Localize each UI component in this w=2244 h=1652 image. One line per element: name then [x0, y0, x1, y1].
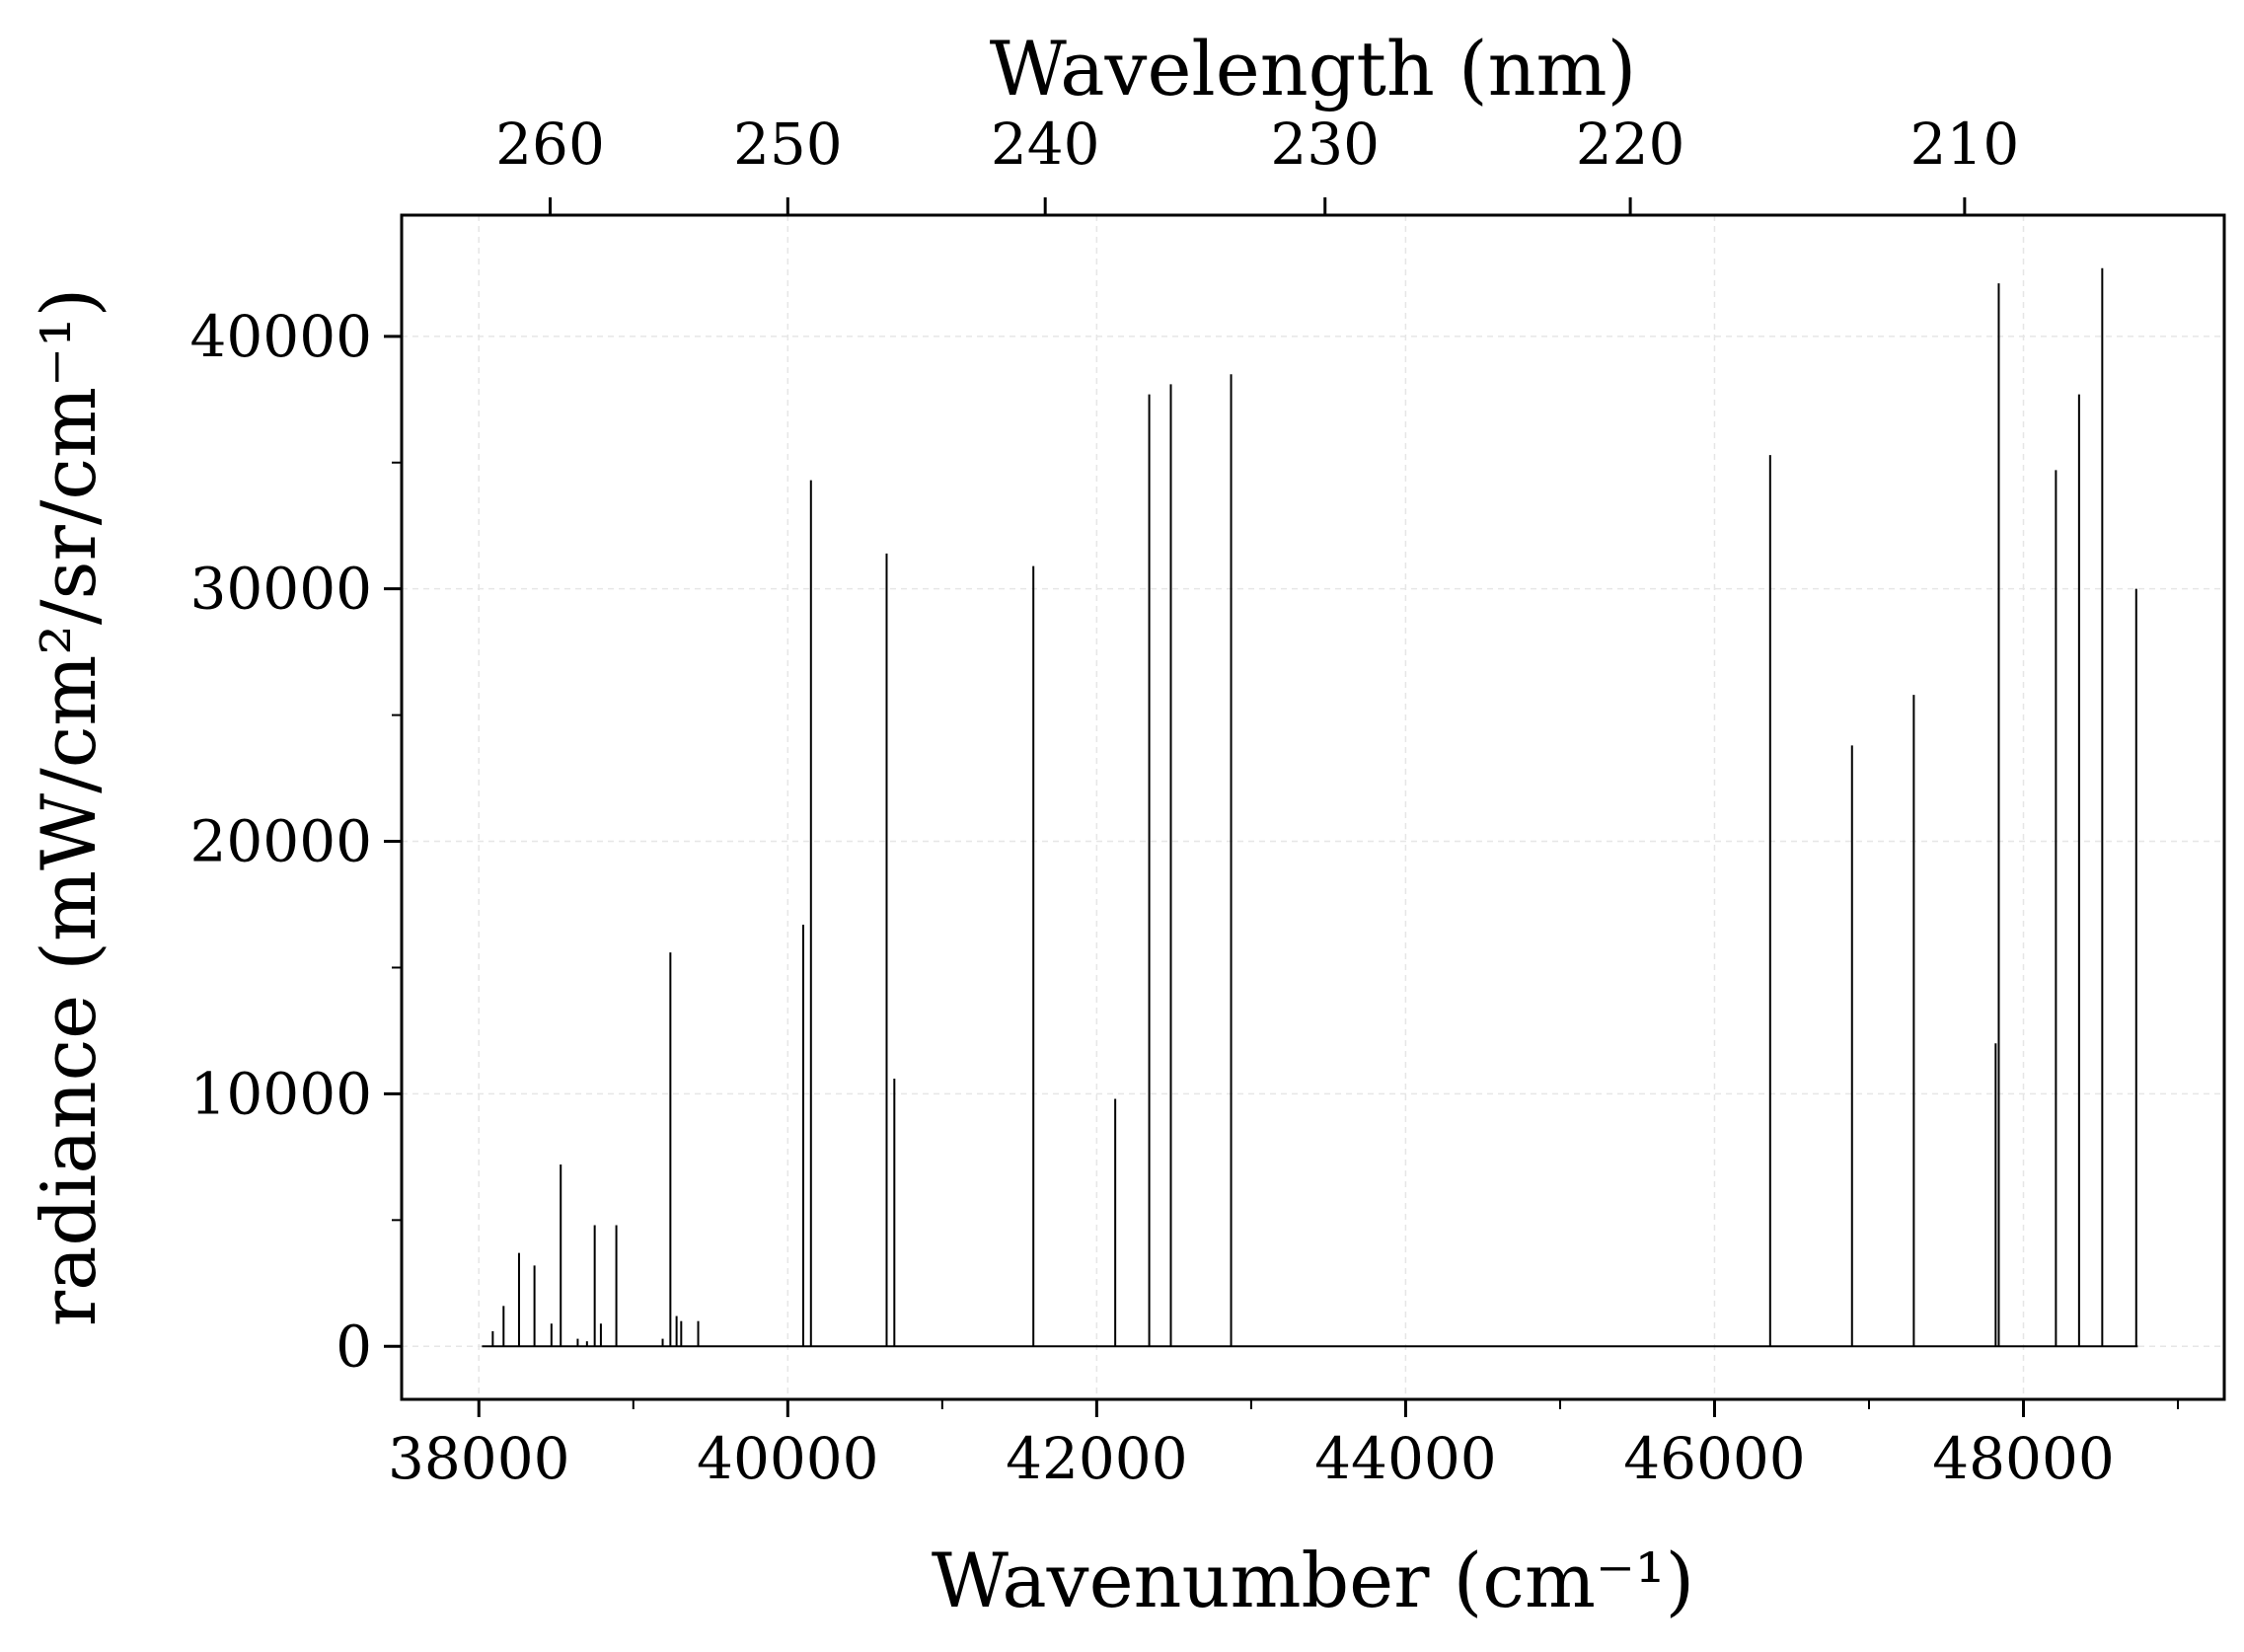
x-tick-label: 46000 [1623, 1425, 1806, 1492]
x-tick-label: 38000 [388, 1425, 570, 1492]
grid [402, 215, 2224, 1399]
x-tick-label: 48000 [1932, 1425, 2115, 1492]
y-tick-label: 10000 [189, 1060, 372, 1127]
y-tick-label: 20000 [189, 808, 372, 875]
top-tick-label: 210 [1910, 111, 2020, 178]
top-tick-label: 240 [991, 111, 1100, 178]
top-tick-label: 220 [1576, 111, 1685, 178]
top-axis-title: Wavelength (nm) [990, 25, 1637, 113]
y-axis-title: radiance (mW/cm²/sr/cm⁻¹) [25, 288, 112, 1327]
top-tick-label: 260 [495, 111, 605, 178]
x-axis: 38000 40000 42000 44000 46000 48000 [388, 1399, 2115, 1492]
top-axis: 260 250 240 230 220 210 [495, 111, 2019, 215]
y-tick-label: 30000 [189, 556, 372, 623]
x-tick-label: 44000 [1314, 1425, 1497, 1492]
top-tick-label: 230 [1270, 111, 1380, 178]
plot-frame [400, 213, 2226, 1401]
x-tick-label: 42000 [1006, 1425, 1188, 1492]
x-axis-minor-ticks [632, 1399, 2180, 1409]
x-axis-title: Wavenumber (cm⁻¹) [932, 1537, 1694, 1624]
y-tick-label: 40000 [189, 303, 372, 370]
y-axis: 0 10000 20000 30000 40000 [189, 303, 402, 1380]
y-axis-minor-ticks [392, 461, 402, 1222]
plot-area [482, 267, 2138, 1348]
x-tick-label: 40000 [697, 1425, 879, 1492]
y-tick-label: 0 [336, 1313, 372, 1380]
top-tick-label: 250 [733, 111, 843, 178]
